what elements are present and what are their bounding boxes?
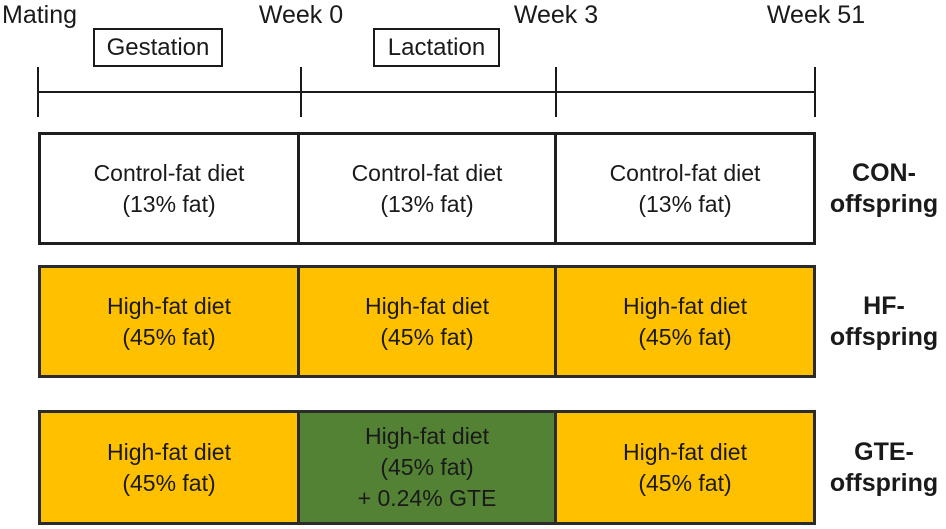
diet-cell-line: (45% fat) — [122, 469, 216, 496]
cell-gte-gestation: High-fat diet (45% fat) — [38, 410, 300, 525]
cell-hf-lactation: High-fat diet (45% fat) — [297, 265, 557, 378]
diet-row-con: Control-fat diet (13% fat) Control-fat d… — [38, 132, 816, 245]
group-label-hf: HF- offspring — [822, 265, 946, 378]
milestone-label-week51: Week 51 — [766, 1, 866, 29]
group-label-line: GTE- — [854, 437, 914, 466]
group-label-line: offspring — [829, 189, 939, 218]
diet-cell-line: (13% fat) — [638, 190, 732, 217]
cell-gte-postweaning: High-fat diet (45% fat) — [554, 410, 816, 525]
milestone-label-mating: Mating — [2, 1, 78, 29]
diet-cell-line: High-fat diet — [106, 438, 231, 465]
timeline-tick-week51 — [814, 67, 816, 117]
diet-cell-line: High-fat diet — [364, 292, 489, 319]
diet-cell-line: High-fat diet — [364, 423, 489, 449]
timeline-tick-week3 — [555, 67, 557, 117]
group-label-line: HF- — [863, 291, 905, 320]
diet-cell-line: Control-fat diet — [351, 159, 503, 186]
group-label-line: CON- — [852, 158, 916, 187]
diet-cell-line: (45% fat) — [638, 323, 732, 350]
diet-cell-line: Control-fat diet — [93, 159, 245, 186]
group-label-con: CON- offspring — [822, 132, 946, 245]
diet-cell-line: (13% fat) — [122, 190, 216, 217]
timeline-tick-week0 — [300, 67, 302, 117]
diet-cell-line: High-fat diet — [622, 292, 747, 319]
diet-cell-line: High-fat diet — [622, 438, 747, 465]
cell-hf-postweaning: High-fat diet (45% fat) — [554, 265, 816, 378]
diet-cell-line: (45% fat) — [380, 454, 474, 480]
phase-box-lactation: Lactation — [373, 28, 500, 67]
cell-hf-gestation: High-fat diet (45% fat) — [38, 265, 300, 378]
timeline-tick-mating — [37, 67, 39, 117]
milestone-label-week0: Week 0 — [258, 1, 344, 29]
phase-box-gestation: Gestation — [93, 28, 223, 67]
diet-cell-line: (45% fat) — [380, 323, 474, 350]
milestone-label-week3: Week 3 — [513, 1, 599, 29]
group-label-line: offspring — [829, 322, 939, 351]
group-label-line: offspring — [829, 468, 939, 497]
diet-cell-line: (45% fat) — [122, 323, 216, 350]
diet-cell-line: (45% fat) — [638, 469, 732, 496]
cell-con-gestation: Control-fat diet (13% fat) — [38, 132, 300, 245]
diet-row-gte: High-fat diet (45% fat) High-fat diet (4… — [38, 410, 816, 525]
timeline-axis — [38, 91, 816, 93]
group-label-gte: GTE- offspring — [822, 410, 946, 525]
diet-row-hf: High-fat diet (45% fat) High-fat diet (4… — [38, 265, 816, 378]
diet-cell-line: + 0.24% GTE — [357, 485, 497, 511]
cell-gte-lactation: High-fat diet (45% fat) + 0.24% GTE — [297, 410, 557, 525]
cell-con-lactation: Control-fat diet (13% fat) — [297, 132, 557, 245]
cell-con-postweaning: Control-fat diet (13% fat) — [554, 132, 816, 245]
diet-cell-line: (13% fat) — [380, 190, 474, 217]
diet-cell-line: High-fat diet — [106, 292, 231, 319]
diet-cell-line: Control-fat diet — [609, 159, 761, 186]
